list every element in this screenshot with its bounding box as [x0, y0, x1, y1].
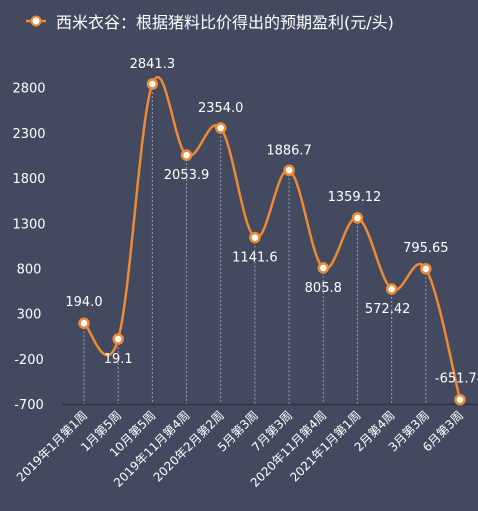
data-point	[112, 333, 124, 345]
x-axis: 2019年1月第1周1月第5周10月第5周2019年11月第4周2020年2月第…	[14, 403, 478, 490]
data-label: 1886.7	[266, 143, 312, 158]
legend-point-marker	[30, 15, 42, 27]
data-point	[180, 149, 193, 161]
data-label: 2053.9	[164, 168, 210, 183]
y-tick-label: 800	[17, 262, 42, 277]
data-label: 1359.12	[328, 190, 382, 205]
legend: 西米衣谷：根据猪料比价得出的预期盈利(元/头)	[26, 13, 394, 32]
data-point	[146, 78, 159, 90]
data-label: 194.0	[65, 295, 102, 310]
drop-lines	[83, 84, 461, 404]
data-point	[249, 231, 261, 244]
data-point	[78, 317, 90, 329]
data-points	[78, 78, 466, 406]
data-label: 805.8	[305, 281, 342, 296]
y-axis: 2800 2300 1800 1300 800 300 -200 -700	[12, 82, 45, 413]
data-label: 572.42	[365, 302, 411, 317]
data-point	[420, 263, 432, 275]
y-tick-label: 2300	[12, 127, 45, 142]
legend-label: 西米衣谷：根据猪料比价得出的预期盈利(元/头)	[56, 13, 394, 32]
y-tick-label: 1800	[12, 172, 45, 187]
data-point	[214, 122, 227, 134]
y-tick-label: 300	[17, 308, 42, 323]
y-tick-label: 1300	[12, 217, 45, 232]
y-tick-label: -200	[14, 353, 44, 368]
data-label: 2841.3	[130, 57, 176, 72]
y-tick-label: -700	[14, 398, 44, 413]
data-label: 2354.0	[198, 101, 244, 116]
data-point	[351, 212, 364, 224]
data-label: -651.74	[435, 372, 478, 387]
data-point	[385, 283, 398, 295]
data-point	[283, 164, 295, 177]
data-label: 19.1	[104, 352, 133, 367]
data-point	[454, 393, 466, 406]
data-point	[317, 262, 330, 274]
data-label: 1141.6	[232, 251, 278, 266]
y-tick-label: 2800	[12, 82, 45, 97]
data-labels: 194.0 19.1 2841.3 2053.9 2354.0 1141.6 1886.7 8…	[65, 57, 478, 387]
series-line	[83, 75, 462, 400]
data-label: 795.65	[403, 241, 449, 256]
